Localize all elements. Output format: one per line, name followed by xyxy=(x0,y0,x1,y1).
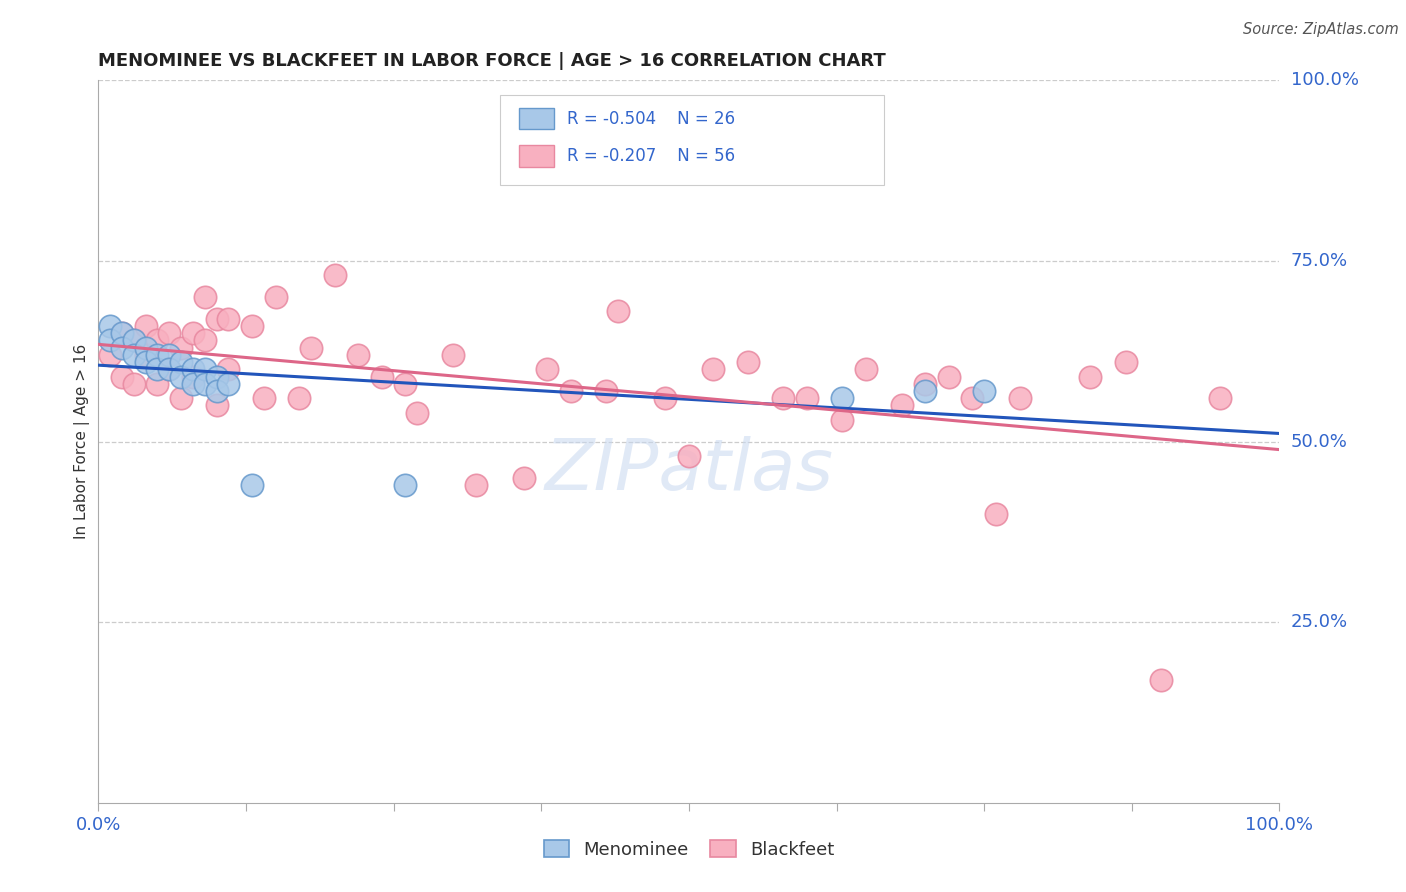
Point xyxy=(914,376,936,391)
Point xyxy=(181,362,204,376)
Point xyxy=(205,369,228,384)
Point xyxy=(135,348,157,362)
Point xyxy=(146,376,169,391)
Point xyxy=(122,334,145,348)
Point xyxy=(973,384,995,398)
Point xyxy=(217,376,239,391)
Point xyxy=(135,355,157,369)
Text: Source: ZipAtlas.com: Source: ZipAtlas.com xyxy=(1243,22,1399,37)
Point xyxy=(194,334,217,348)
Point xyxy=(111,326,134,340)
Point xyxy=(654,391,676,405)
Point xyxy=(217,362,239,376)
Point xyxy=(678,449,700,463)
Point xyxy=(146,334,169,348)
FancyBboxPatch shape xyxy=(519,145,554,167)
Point xyxy=(194,376,217,391)
Text: 25.0%: 25.0% xyxy=(1291,613,1348,632)
Point xyxy=(170,341,193,355)
Point xyxy=(122,376,145,391)
Text: ZIPatlas: ZIPatlas xyxy=(544,436,834,505)
Point xyxy=(595,384,617,398)
Point xyxy=(831,391,853,405)
Point xyxy=(512,470,534,484)
Text: MENOMINEE VS BLACKFEET IN LABOR FORCE | AGE > 16 CORRELATION CHART: MENOMINEE VS BLACKFEET IN LABOR FORCE | … xyxy=(98,53,886,70)
Point xyxy=(984,507,1007,521)
Point xyxy=(607,304,630,318)
Point xyxy=(157,362,180,376)
Point xyxy=(111,326,134,340)
Point xyxy=(170,391,193,405)
Point xyxy=(1150,673,1173,687)
Point xyxy=(855,362,877,376)
Point xyxy=(205,311,228,326)
Point xyxy=(122,348,145,362)
Point xyxy=(465,478,488,492)
Text: 50.0%: 50.0% xyxy=(1291,433,1347,450)
Legend: Menominee, Blackfeet: Menominee, Blackfeet xyxy=(537,833,841,866)
Text: 75.0%: 75.0% xyxy=(1291,252,1348,270)
Point xyxy=(323,268,346,283)
Point xyxy=(98,334,121,348)
Point xyxy=(536,362,558,376)
Point xyxy=(394,478,416,492)
Point xyxy=(135,341,157,355)
Point xyxy=(194,362,217,376)
Point xyxy=(146,362,169,376)
Point xyxy=(288,391,311,405)
Point xyxy=(181,326,204,340)
Point xyxy=(170,369,193,384)
Point xyxy=(111,369,134,384)
Point xyxy=(205,384,228,398)
Point xyxy=(146,348,169,362)
FancyBboxPatch shape xyxy=(501,95,884,185)
Point xyxy=(702,362,724,376)
Point xyxy=(157,326,180,340)
Point xyxy=(560,384,582,398)
Point xyxy=(98,348,121,362)
Point xyxy=(938,369,960,384)
Point xyxy=(299,341,322,355)
Point xyxy=(253,391,276,405)
Point xyxy=(914,384,936,398)
Point xyxy=(98,318,121,333)
Text: R = -0.207    N = 56: R = -0.207 N = 56 xyxy=(567,147,735,165)
Point xyxy=(796,391,818,405)
Text: R = -0.504    N = 26: R = -0.504 N = 26 xyxy=(567,110,735,128)
Y-axis label: In Labor Force | Age > 16: In Labor Force | Age > 16 xyxy=(75,344,90,539)
Point xyxy=(240,478,263,492)
Point xyxy=(157,348,180,362)
Point xyxy=(772,391,794,405)
Point xyxy=(962,391,984,405)
Point xyxy=(406,406,429,420)
Point xyxy=(205,398,228,412)
Point xyxy=(194,290,217,304)
Point xyxy=(181,369,204,384)
Point xyxy=(170,355,193,369)
Point xyxy=(737,355,759,369)
Point xyxy=(1008,391,1031,405)
Point xyxy=(1080,369,1102,384)
Point xyxy=(1115,355,1137,369)
Point xyxy=(217,311,239,326)
FancyBboxPatch shape xyxy=(519,108,554,129)
Point xyxy=(111,341,134,355)
Point xyxy=(240,318,263,333)
Point xyxy=(181,376,204,391)
Point xyxy=(890,398,912,412)
Point xyxy=(1209,391,1232,405)
Point xyxy=(264,290,287,304)
Point xyxy=(157,362,180,376)
Point xyxy=(347,348,370,362)
Point xyxy=(831,413,853,427)
Point xyxy=(371,369,394,384)
Point xyxy=(441,348,464,362)
Text: 100.0%: 100.0% xyxy=(1291,71,1358,89)
Point xyxy=(122,334,145,348)
Point xyxy=(135,318,157,333)
Point xyxy=(394,376,416,391)
